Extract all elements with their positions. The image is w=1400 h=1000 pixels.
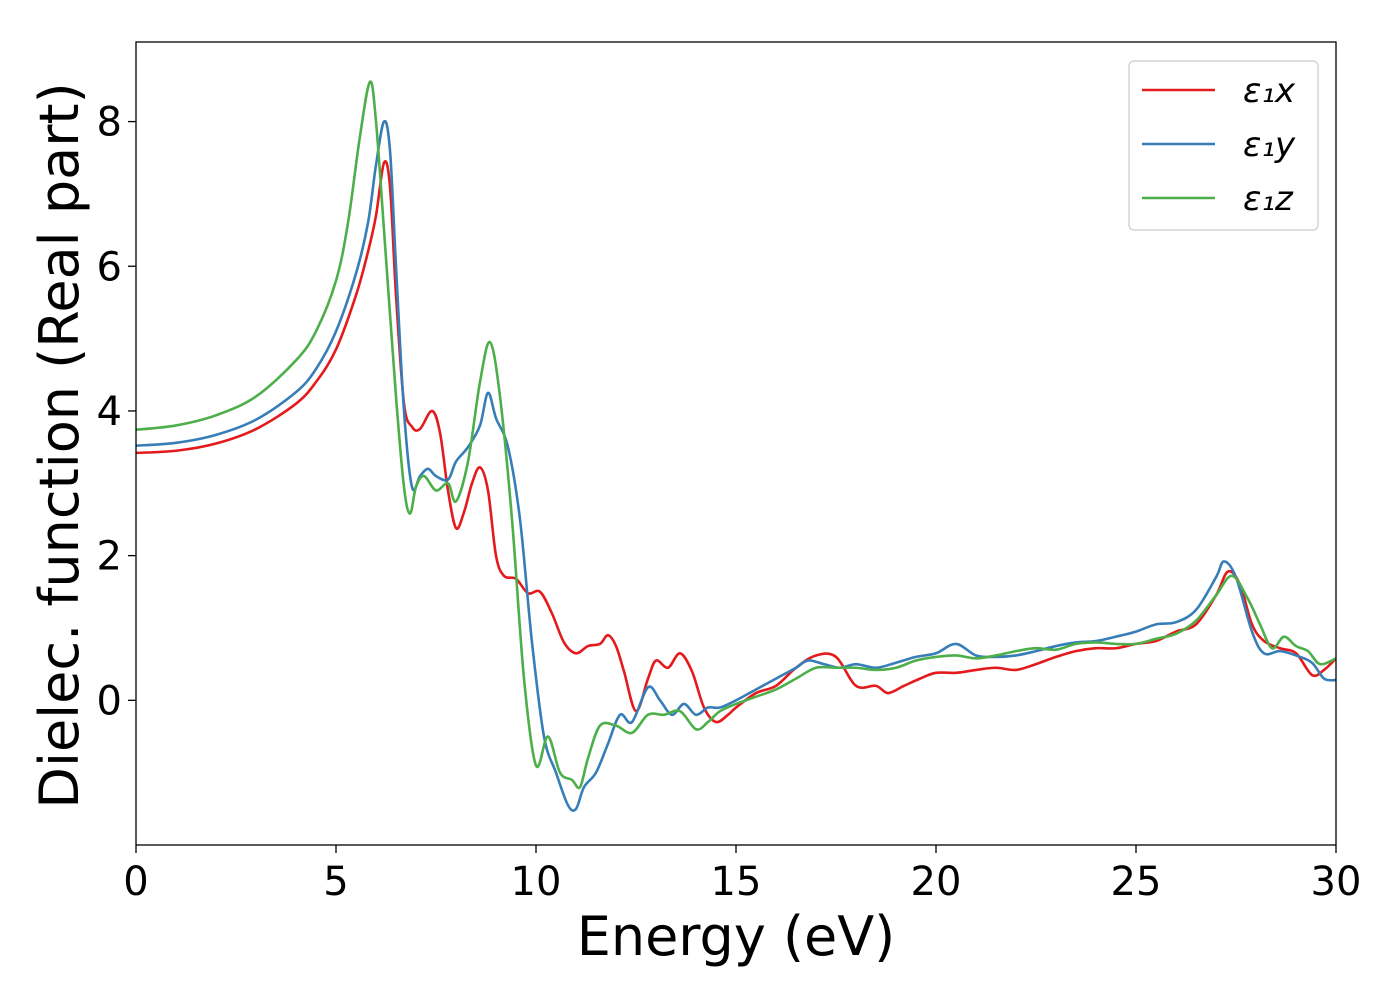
legend: ε₁x ε₁y ε₁z (1128, 60, 1319, 231)
x-axis-ticks: 0 5 10 15 20 25 30 (123, 845, 1361, 905)
y-axis-ticks: 0 2 4 6 8 (97, 100, 136, 724)
y-tick-label: 2 (97, 534, 122, 580)
x-tick-label: 30 (1311, 859, 1362, 905)
x-tick-label: 25 (1111, 859, 1162, 905)
legend-box (1128, 60, 1319, 231)
y-tick-label: 4 (97, 389, 122, 435)
x-axis-label: Energy (eV) (577, 905, 896, 968)
y-tick-label: 0 (97, 678, 122, 724)
legend-label-1: ε₁y (1243, 125, 1296, 165)
x-tick-label: 10 (511, 859, 562, 905)
x-tick-label: 0 (123, 859, 148, 905)
x-tick-label: 15 (711, 859, 762, 905)
legend-label-0: ε₁x (1243, 71, 1296, 111)
y-tick-label: 8 (97, 100, 122, 146)
y-axis-label: Dielec. function (Real part) (28, 82, 91, 808)
y-tick-label: 6 (97, 244, 122, 290)
series-layer (136, 80, 1336, 812)
series-line-2 (136, 80, 1336, 790)
x-tick-label: 5 (323, 859, 348, 905)
legend-label-2: ε₁z (1243, 179, 1294, 219)
x-tick-label: 20 (911, 859, 962, 905)
